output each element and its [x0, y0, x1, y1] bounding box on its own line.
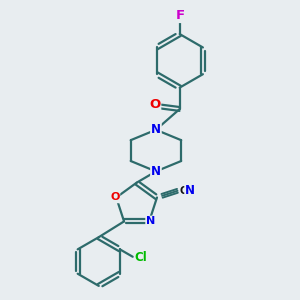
Text: N: N [151, 165, 161, 178]
Text: O: O [110, 193, 119, 202]
Text: O: O [149, 98, 160, 111]
Text: N: N [146, 216, 155, 226]
Text: Cl: Cl [135, 251, 148, 264]
Text: N: N [151, 123, 161, 136]
Text: N: N [185, 184, 195, 197]
Text: F: F [176, 9, 185, 22]
Text: C: C [179, 186, 187, 196]
